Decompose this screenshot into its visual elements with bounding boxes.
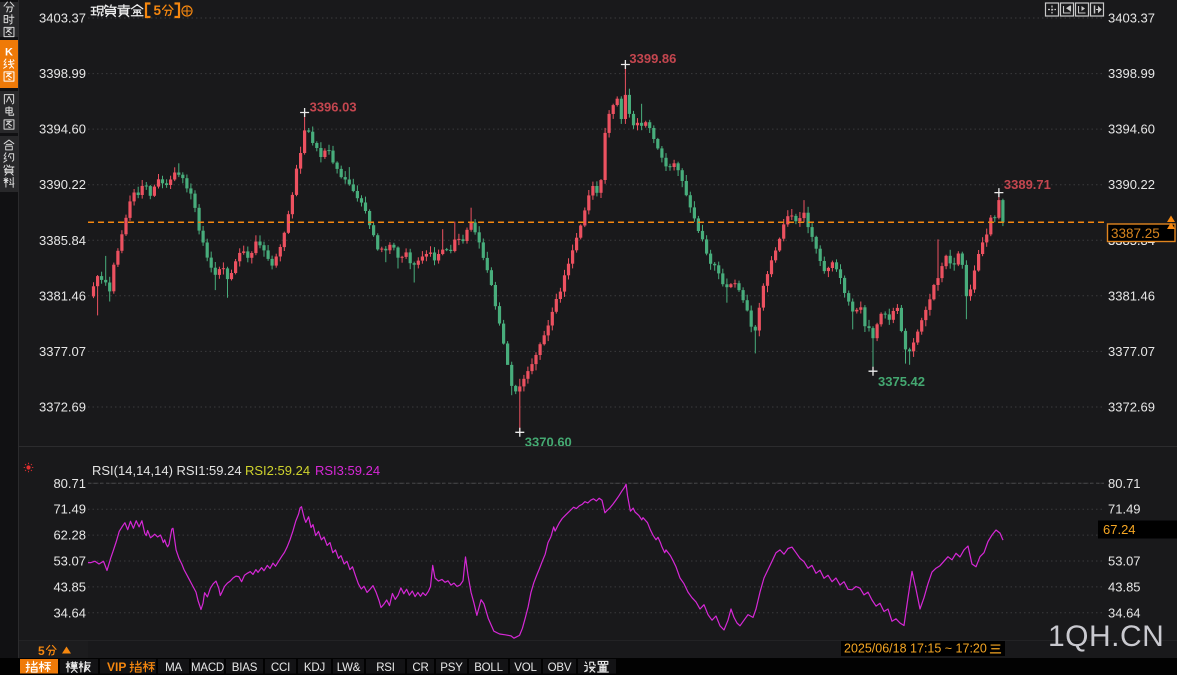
svg-text:3375.42: 3375.42 <box>878 374 925 389</box>
svg-text:3390.22: 3390.22 <box>39 177 86 192</box>
svg-text:3381.46: 3381.46 <box>39 288 86 303</box>
svg-text:CCI: CCI <box>271 662 290 674</box>
svg-text:3399.86: 3399.86 <box>629 51 676 66</box>
svg-text:43.85: 43.85 <box>53 579 86 594</box>
svg-text:3396.03: 3396.03 <box>310 100 357 115</box>
svg-text:3385.84: 3385.84 <box>39 233 86 248</box>
svg-text:VOL: VOL <box>514 662 537 674</box>
svg-text:3403.37: 3403.37 <box>1108 11 1155 26</box>
svg-text:VIP: VIP <box>107 660 126 674</box>
svg-text:3381.46: 3381.46 <box>1108 288 1155 303</box>
svg-text:LW&: LW& <box>337 662 361 674</box>
svg-text:1QH.CN: 1QH.CN <box>1048 620 1164 653</box>
svg-text:MACD: MACD <box>191 662 224 674</box>
svg-text:3403.37: 3403.37 <box>39 11 86 26</box>
svg-text:80.71: 80.71 <box>53 476 86 491</box>
svg-text:67.24: 67.24 <box>1103 522 1136 537</box>
svg-text:71.49: 71.49 <box>1108 502 1141 517</box>
svg-text:3387.25: 3387.25 <box>1111 226 1160 241</box>
svg-text:3398.99: 3398.99 <box>39 66 86 81</box>
svg-text:53.07: 53.07 <box>53 554 86 569</box>
svg-text:3372.69: 3372.69 <box>39 400 86 415</box>
svg-text:34.64: 34.64 <box>53 605 86 620</box>
svg-text:3370.60: 3370.60 <box>525 434 572 449</box>
svg-text:62.28: 62.28 <box>53 528 86 543</box>
svg-text:K: K <box>5 47 13 59</box>
svg-text:CR: CR <box>412 662 428 674</box>
svg-text:RSI: RSI <box>376 662 395 674</box>
svg-text:5: 5 <box>38 644 45 658</box>
svg-text:2025/06/18 17:15 ~ 17:20: 2025/06/18 17:15 ~ 17:20 <box>844 642 987 656</box>
svg-text:3372.69: 3372.69 <box>1108 400 1155 415</box>
svg-text:OBV: OBV <box>548 662 572 674</box>
svg-text:KDJ: KDJ <box>304 662 325 674</box>
svg-text:BIAS: BIAS <box>232 662 258 674</box>
svg-text:3389.71: 3389.71 <box>1004 177 1051 192</box>
svg-text:34.64: 34.64 <box>1108 605 1141 620</box>
svg-text:3377.07: 3377.07 <box>39 344 86 359</box>
svg-text:BOLL: BOLL <box>474 662 503 674</box>
svg-text:3394.60: 3394.60 <box>1108 122 1155 137</box>
svg-text:5: 5 <box>154 3 162 18</box>
svg-text:53.07: 53.07 <box>1108 554 1141 569</box>
svg-text:3394.60: 3394.60 <box>39 122 86 137</box>
svg-text:PSY: PSY <box>440 662 463 674</box>
svg-text:3390.22: 3390.22 <box>1108 177 1155 192</box>
svg-text:80.71: 80.71 <box>1108 476 1141 491</box>
svg-text:MA: MA <box>165 662 182 674</box>
svg-text:43.85: 43.85 <box>1108 579 1141 594</box>
svg-text:3377.07: 3377.07 <box>1108 344 1155 359</box>
svg-text:71.49: 71.49 <box>53 502 86 517</box>
svg-text:3398.99: 3398.99 <box>1108 66 1155 81</box>
